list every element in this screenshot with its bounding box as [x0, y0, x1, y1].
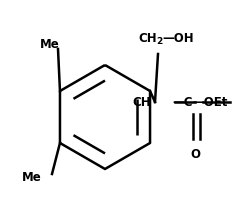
Text: 2: 2 — [156, 36, 162, 45]
Text: CH: CH — [138, 31, 157, 44]
Text: —OEt: —OEt — [192, 96, 227, 109]
Text: Me: Me — [40, 38, 60, 51]
Text: —C: —C — [172, 96, 192, 109]
Text: —OH: —OH — [162, 31, 194, 44]
Text: O: O — [190, 148, 200, 161]
Text: CH: CH — [132, 96, 151, 109]
Text: Me: Me — [22, 171, 42, 184]
